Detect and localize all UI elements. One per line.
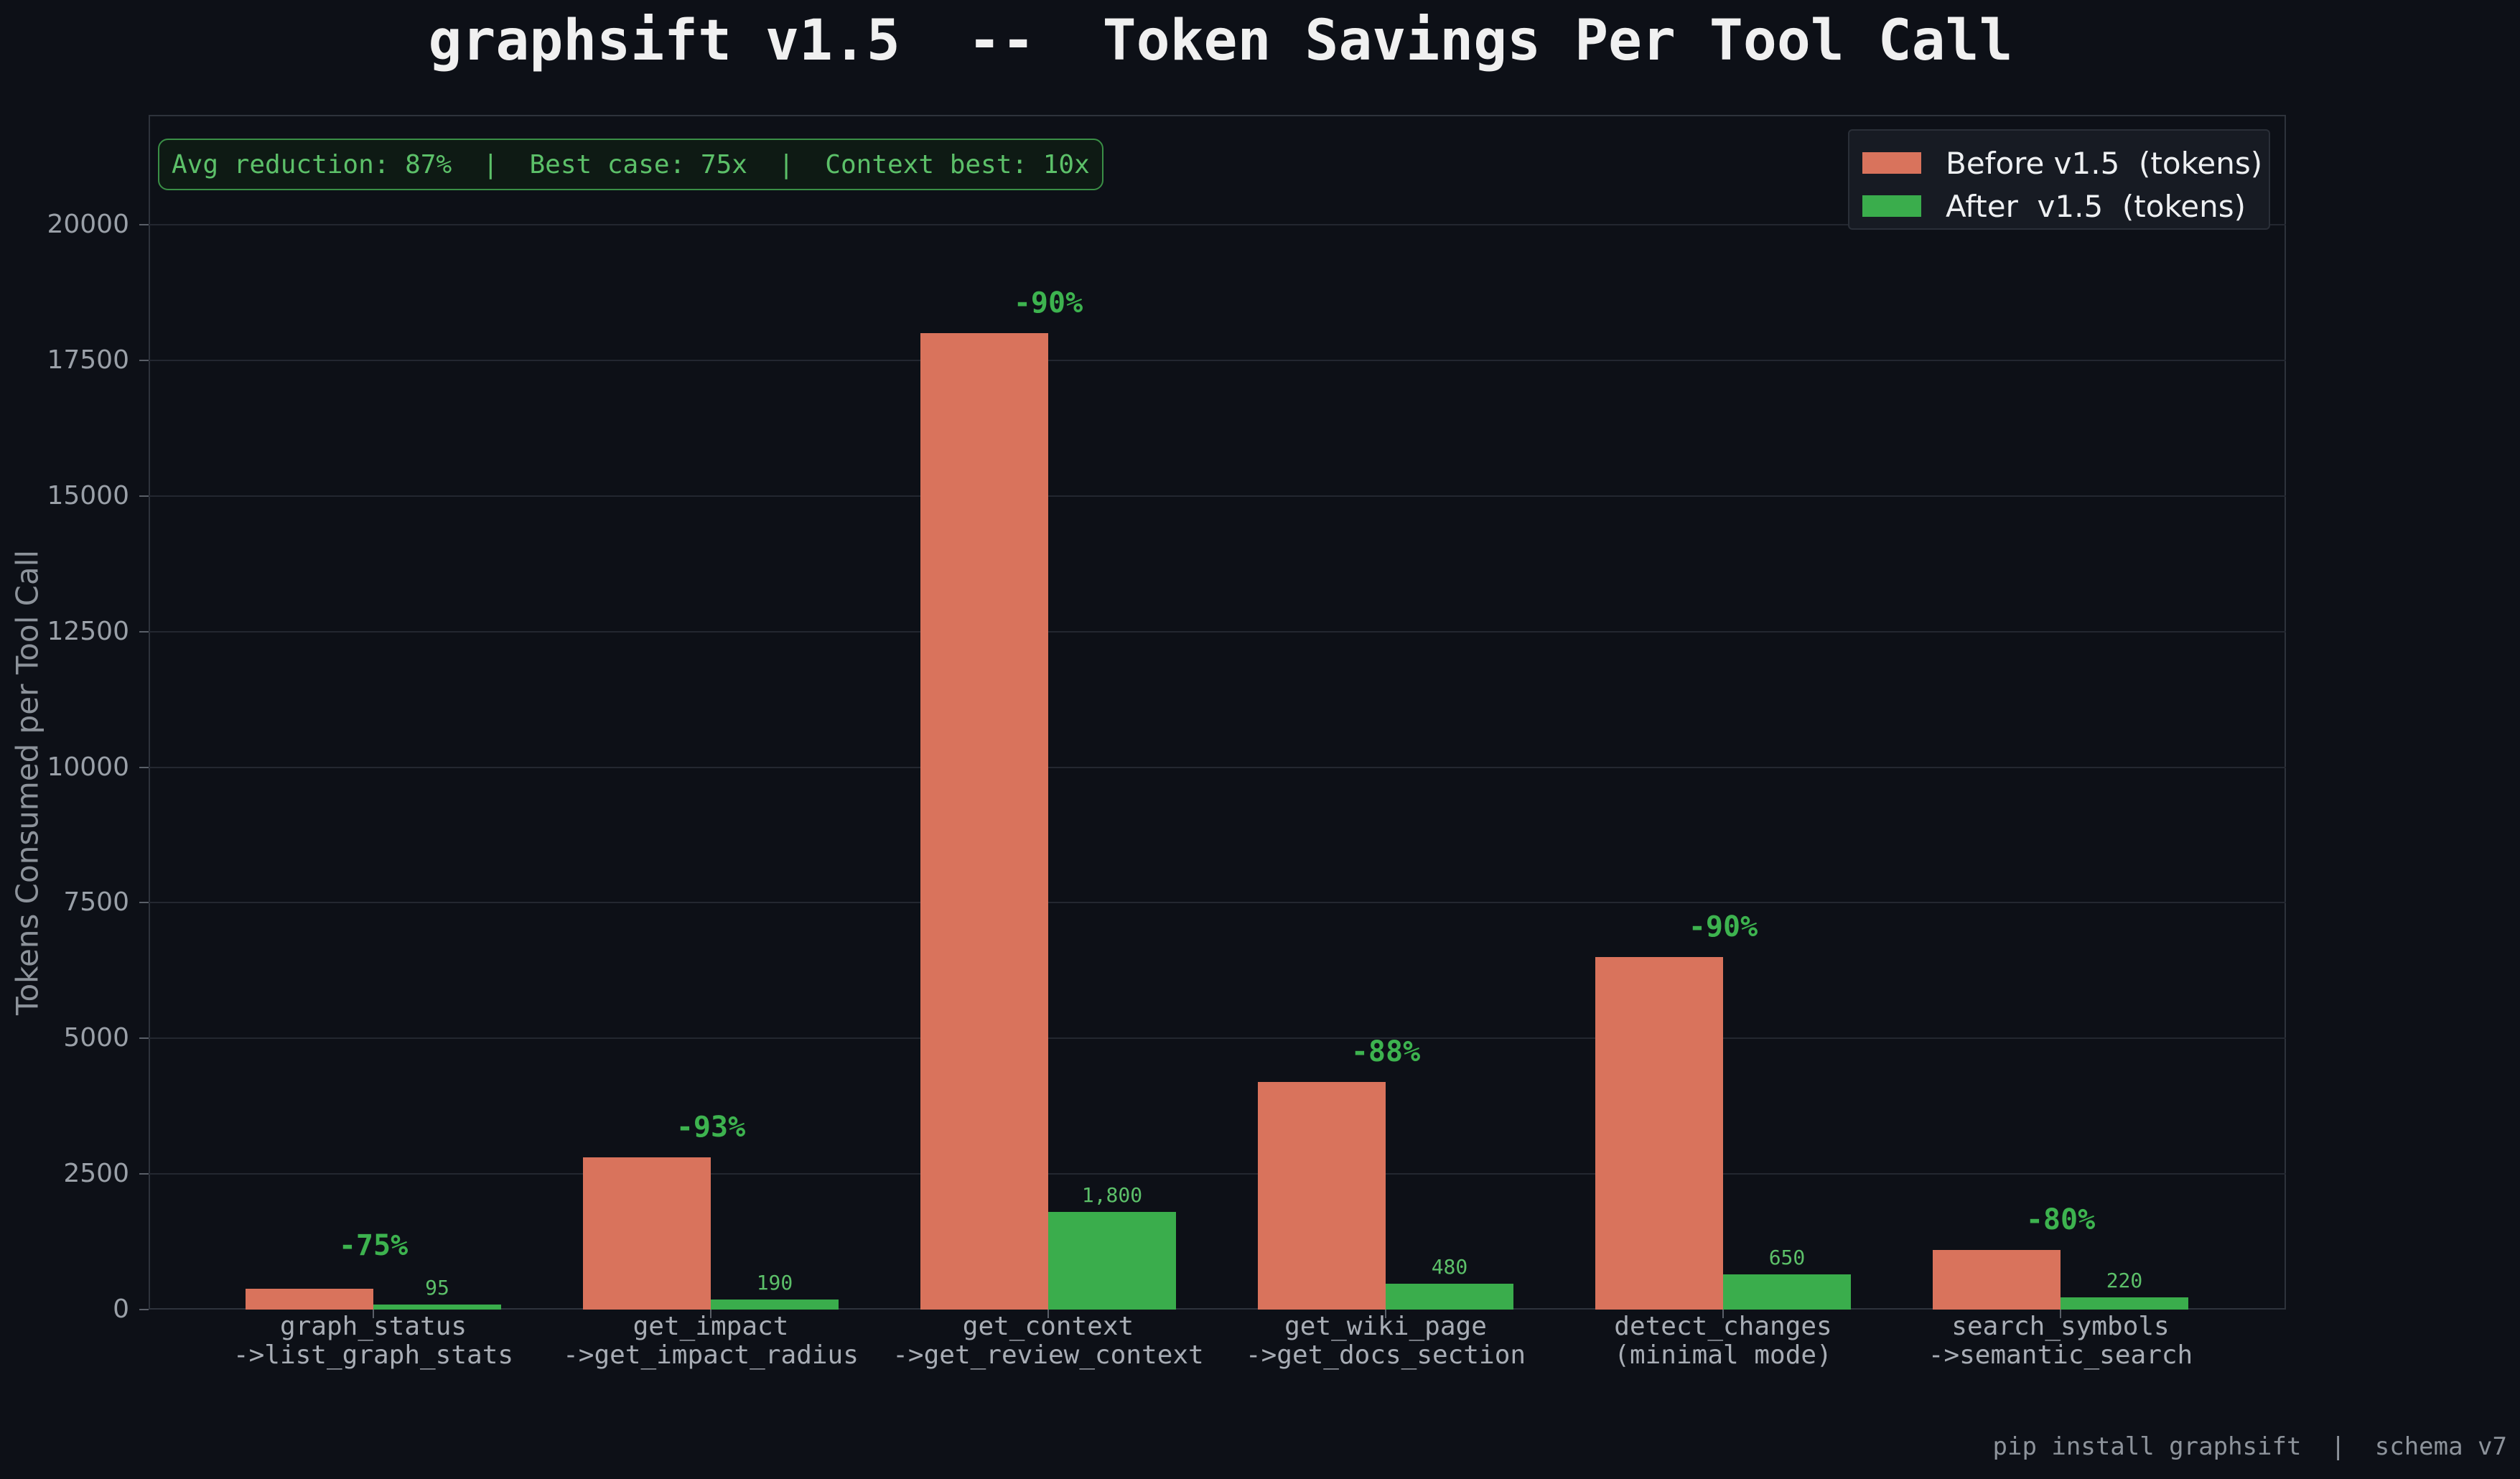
y-tick-label: 5000 (63, 1023, 129, 1053)
bar-before (1258, 1081, 1386, 1310)
after-swatch-icon (1862, 195, 1921, 217)
x-tick-label: graph_status ->list_graph_stats (233, 1312, 514, 1370)
y-tick-label: 0 (113, 1294, 129, 1324)
bar-before (583, 1157, 711, 1310)
before-swatch-icon (1862, 152, 1921, 174)
y-tick-label: 15000 (47, 480, 129, 510)
y-tick-label: 10000 (47, 752, 129, 782)
gridline (149, 766, 2286, 768)
y-tick-label: 2500 (63, 1159, 129, 1189)
x-tick-label: get_impact ->get_impact_radius (563, 1312, 859, 1370)
bar-before (1595, 956, 1723, 1310)
x-tick-mark (373, 1310, 374, 1318)
gridline (149, 359, 2286, 361)
gridline (149, 630, 2286, 633)
bar-after (1386, 1283, 1513, 1310)
y-tick-mark (139, 1309, 149, 1310)
legend: Before v1.5 (tokens) After v1.5 (tokens) (1848, 129, 2270, 230)
x-tick-mark (1047, 1310, 1049, 1318)
bar-after (2061, 1297, 2188, 1310)
after-value-label: 1,800 (1081, 1183, 1143, 1207)
bar-after (1048, 1212, 1176, 1310)
x-tick-mark (710, 1310, 711, 1318)
bar-after (373, 1304, 501, 1310)
gridline (149, 1037, 2286, 1040)
legend-item-after: After v1.5 (tokens) (1862, 188, 2246, 224)
y-tick-mark (139, 359, 149, 361)
y-tick-mark (139, 495, 149, 497)
y-tick-label: 7500 (63, 887, 129, 918)
gridline (149, 495, 2286, 497)
y-tick-mark (139, 766, 149, 768)
bar-after (711, 1299, 839, 1310)
reduction-percent-label: -90% (1688, 910, 1758, 943)
bar-before (920, 333, 1048, 1310)
x-tick-label: get_context ->get_review_context (892, 1312, 1204, 1370)
plot-area (149, 115, 2286, 1310)
x-tick-mark (1385, 1310, 1386, 1318)
after-value-label: 220 (2106, 1269, 2143, 1293)
legend-label-after: After v1.5 (tokens) (1946, 188, 2246, 224)
bar-before (246, 1289, 373, 1310)
legend-label-before: Before v1.5 (tokens) (1946, 145, 2263, 181)
bar-before (1933, 1249, 2061, 1310)
y-tick-mark (139, 902, 149, 904)
x-tick-label: detect_changes (minimal mode) (1614, 1312, 1832, 1370)
y-tick-label: 17500 (47, 345, 129, 375)
after-value-label: 95 (425, 1275, 449, 1300)
y-axis-label: Tokens Consumed per Tool Call (9, 549, 45, 1016)
after-value-label: 190 (756, 1270, 793, 1294)
y-tick-label: 12500 (47, 616, 129, 646)
x-tick-mark (2060, 1310, 2061, 1318)
gridline (149, 902, 2286, 904)
chart-title: graphsift v1.5 -- Token Savings Per Tool… (428, 9, 2013, 73)
y-tick-mark (139, 224, 149, 225)
footer-note: pip install graphsift | schema v7 (1992, 1432, 2507, 1461)
x-tick-label: search_symbols ->semantic_search (1928, 1312, 2193, 1370)
y-tick-label: 20000 (47, 210, 129, 239)
after-value-label: 480 (1431, 1254, 1468, 1279)
after-value-label: 650 (1768, 1245, 1806, 1269)
y-tick-mark (139, 1173, 149, 1175)
reduction-percent-label: -93% (676, 1111, 746, 1144)
gridline (149, 224, 2286, 225)
reduction-percent-label: -88% (1350, 1035, 1421, 1068)
reduction-percent-label: -75% (338, 1228, 409, 1262)
summary-info-box: Avg reduction: 87% | Best case: 75x | Co… (158, 139, 1103, 190)
reduction-percent-label: -80% (2025, 1203, 2096, 1236)
y-tick-mark (139, 630, 149, 633)
legend-item-before: Before v1.5 (tokens) (1862, 145, 2262, 181)
reduction-percent-label: -90% (1013, 286, 1083, 320)
y-tick-mark (139, 1037, 149, 1040)
bar-after (1723, 1274, 1851, 1310)
gridline (149, 1173, 2286, 1175)
x-tick-label: get_wiki_page ->get_docs_section (1245, 1312, 1526, 1370)
x-tick-mark (1722, 1310, 1724, 1318)
